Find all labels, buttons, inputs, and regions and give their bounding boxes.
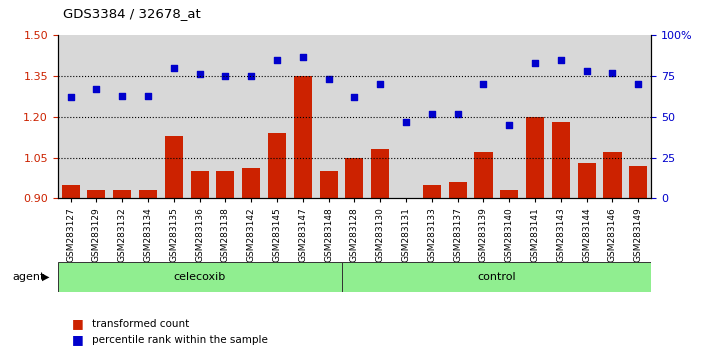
Bar — [320, 171, 338, 198]
Bar — [58, 262, 341, 292]
Bar — [419, 35, 445, 198]
Point — [297, 54, 308, 59]
Bar — [161, 35, 187, 198]
Bar — [371, 149, 389, 198]
Bar — [87, 190, 106, 198]
Point — [478, 81, 489, 87]
Bar — [603, 152, 622, 198]
Point — [529, 60, 541, 66]
Bar — [341, 262, 651, 292]
Point — [503, 122, 515, 128]
Text: percentile rank within the sample: percentile rank within the sample — [92, 335, 268, 345]
Bar — [629, 166, 648, 198]
Bar — [61, 185, 80, 198]
Text: GDS3384 / 32678_at: GDS3384 / 32678_at — [63, 7, 201, 20]
Bar — [474, 152, 493, 198]
Bar — [552, 122, 570, 198]
Bar — [84, 35, 109, 198]
Bar — [213, 35, 239, 198]
Point — [168, 65, 180, 71]
Bar — [58, 35, 84, 198]
Point — [401, 119, 412, 125]
Bar — [216, 171, 234, 198]
Bar — [294, 76, 312, 198]
Text: celecoxib: celecoxib — [173, 272, 226, 282]
Bar — [445, 35, 470, 198]
Bar — [578, 163, 596, 198]
Point — [349, 95, 360, 100]
Bar — [239, 35, 264, 198]
Point — [581, 68, 592, 74]
Bar — [496, 35, 522, 198]
Bar — [600, 35, 625, 198]
Point — [91, 86, 102, 92]
Point — [246, 73, 257, 79]
Point — [375, 81, 386, 87]
Bar — [548, 35, 574, 198]
Bar — [526, 117, 544, 198]
Text: agent: agent — [12, 272, 44, 282]
Point — [555, 57, 567, 63]
Bar — [187, 35, 213, 198]
Point — [607, 70, 618, 76]
Bar — [448, 182, 467, 198]
Bar — [268, 133, 286, 198]
Bar — [574, 35, 600, 198]
Bar — [191, 171, 208, 198]
Point — [194, 72, 206, 77]
Bar — [135, 35, 161, 198]
Bar — [423, 185, 441, 198]
Bar — [501, 190, 518, 198]
Bar — [109, 35, 135, 198]
Bar — [367, 35, 393, 198]
Point — [142, 93, 153, 98]
Bar — [290, 35, 316, 198]
Bar — [522, 35, 548, 198]
Text: ▶: ▶ — [42, 272, 50, 282]
Bar — [139, 190, 157, 198]
Bar — [242, 169, 260, 198]
Text: ■: ■ — [72, 333, 84, 346]
Text: transformed count: transformed count — [92, 319, 189, 329]
Point — [272, 57, 283, 63]
Bar — [341, 35, 367, 198]
Bar — [264, 35, 290, 198]
Point — [220, 73, 231, 79]
Point — [633, 81, 644, 87]
Bar — [165, 136, 183, 198]
Bar — [113, 190, 131, 198]
Text: control: control — [477, 272, 516, 282]
Point — [65, 95, 76, 100]
Point — [426, 111, 437, 116]
Bar — [346, 158, 363, 198]
Bar — [316, 35, 341, 198]
Point — [323, 76, 334, 82]
Bar — [470, 35, 496, 198]
Bar — [393, 35, 419, 198]
Text: ■: ■ — [72, 318, 84, 330]
Point — [117, 93, 128, 98]
Point — [452, 111, 463, 116]
Bar — [625, 35, 651, 198]
